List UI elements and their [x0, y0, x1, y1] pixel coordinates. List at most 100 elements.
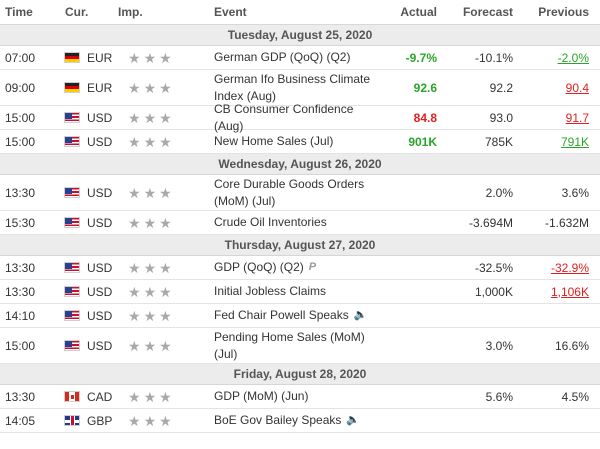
- header-event[interactable]: Event: [214, 4, 247, 19]
- event-currency: USD: [56, 216, 118, 230]
- event-name[interactable]: New Home Sales (Jul): [204, 133, 380, 150]
- event-previous: 4.5%: [561, 389, 589, 404]
- event-time: 13:30: [5, 185, 36, 200]
- event-forecast: 92.2: [489, 80, 513, 95]
- event-name[interactable]: German GDP (QoQ) (Q2): [204, 49, 380, 66]
- header-importance[interactable]: Imp.: [118, 5, 143, 19]
- star-icon: ★: [128, 259, 141, 276]
- star-icon: ★: [143, 109, 157, 126]
- event-title[interactable]: Crude Oil Inventories: [214, 215, 327, 229]
- header-time[interactable]: Time: [5, 5, 33, 19]
- event-previous: 1,106K: [550, 284, 589, 299]
- currency-code: USD: [87, 185, 113, 200]
- table-row[interactable]: 14:05 GBP ★ ★ ★ BoE Gov Bailey Speaks 🔈: [0, 409, 600, 433]
- event-name[interactable]: CB Consumer Confidence (Aug): [204, 101, 380, 135]
- currency-code: USD: [87, 284, 113, 299]
- event-forecast: 1,000K: [474, 284, 513, 299]
- star-icon: ★: [128, 283, 141, 300]
- header-forecast[interactable]: Forecast: [462, 5, 513, 19]
- us-flag-icon: [64, 286, 80, 297]
- importance-stars: ★ ★ ★: [118, 261, 204, 275]
- event-title[interactable]: German Ifo Business Climate Index (Aug): [214, 71, 371, 103]
- table-row[interactable]: 09:00 EUR ★ ★ ★ German Ifo Business Climate I…: [0, 70, 600, 106]
- currency-code: USD: [87, 260, 113, 275]
- event-previous: 16.6%: [554, 338, 589, 353]
- table-row[interactable]: 15:30 USD ★ ★ ★ Crude Oil Inventories -3.694M -…: [0, 211, 600, 235]
- event-currency: CAD: [56, 390, 118, 404]
- event-title[interactable]: GDP (QoQ) (Q2): [214, 259, 304, 274]
- currency-code: GBP: [87, 413, 113, 428]
- star-icon: ★: [143, 259, 157, 276]
- event-forecast: -10.1%: [474, 50, 513, 65]
- event-forecast: 2.0%: [485, 185, 513, 200]
- star-icon: ★: [159, 109, 172, 126]
- table-row[interactable]: 14:10 USD ★ ★ ★ Fed Chair Powell Speaks 🔈: [0, 304, 600, 328]
- event-name[interactable]: Core Durable Goods Orders (MoM) (Jul): [204, 176, 380, 210]
- star-icon: ★: [159, 337, 172, 354]
- currency-code: USD: [87, 110, 113, 125]
- star-icon: ★: [143, 388, 157, 405]
- event-title[interactable]: New Home Sales (Jul): [214, 134, 334, 148]
- event-name[interactable]: BoE Gov Bailey Speaks 🔈: [204, 412, 380, 429]
- event-currency: EUR: [56, 51, 118, 65]
- event-title[interactable]: Core Durable Goods Orders (MoM) (Jul): [214, 176, 365, 208]
- economic-calendar: Time Cur. Imp. Event Actual Forecast Pre…: [0, 0, 600, 433]
- star-icon: ★: [159, 412, 172, 429]
- us-flag-icon: [64, 112, 80, 123]
- table-row[interactable]: 13:30 USD ★ ★ ★ Initial Jobless Claims 1,000K 1…: [0, 280, 600, 304]
- event-name[interactable]: German Ifo Business Climate Index (Aug): [204, 71, 380, 105]
- currency-code: USD: [87, 215, 113, 230]
- table-row[interactable]: 13:30 CAD ★ ★ ★ GDP (MoM) (Jun) 5.6% 4.5%: [0, 385, 600, 409]
- currency-code: USD: [87, 308, 113, 323]
- event-name[interactable]: Crude Oil Inventories: [204, 214, 380, 231]
- star-icon: ★: [128, 184, 141, 201]
- event-previous: -2.0%: [557, 50, 589, 65]
- event-currency: USD: [56, 111, 118, 125]
- star-icon: ★: [159, 79, 172, 96]
- event-name[interactable]: Pending Home Sales (MoM) (Jul): [204, 329, 380, 363]
- event-currency: USD: [56, 309, 118, 323]
- event-time: 15:00: [5, 338, 36, 353]
- event-forecast: 3.0%: [485, 338, 513, 353]
- event-name[interactable]: Fed Chair Powell Speaks 🔈: [204, 307, 380, 324]
- header-actual[interactable]: Actual: [400, 5, 437, 19]
- table-row[interactable]: 15:00 USD ★ ★ ★ CB Consumer Confidence (Aug) 8…: [0, 102, 600, 133]
- event-title[interactable]: CB Consumer Confidence (Aug): [214, 101, 354, 133]
- table-row[interactable]: 07:00 EUR ★ ★ ★ German GDP (QoQ) (Q2) -9.7% -10…: [0, 46, 600, 70]
- event-currency: USD: [56, 285, 118, 299]
- event-time: 14:05: [5, 413, 36, 428]
- header-currency[interactable]: Cur.: [65, 5, 89, 19]
- event-actual: 901K: [408, 134, 437, 149]
- star-icon: ★: [159, 184, 172, 201]
- event-forecast: -3.694M: [468, 215, 513, 230]
- event-forecast: 785K: [484, 134, 513, 149]
- event-title[interactable]: Pending Home Sales (MoM) (Jul): [214, 329, 365, 361]
- event-title[interactable]: GDP (MoM) (Jun): [214, 389, 309, 403]
- table-header: Time Cur. Imp. Event Actual Forecast Pre…: [0, 0, 600, 25]
- table-row[interactable]: 15:00 USD ★ ★ ★ Pending Home Sales (MoM) (Jul…: [0, 328, 600, 364]
- preliminary-icon: P: [308, 261, 317, 274]
- star-icon: ★: [143, 49, 157, 66]
- event-currency: USD: [56, 261, 118, 275]
- event-previous: -32.9%: [550, 260, 589, 275]
- speaker-icon: 🔈: [353, 309, 368, 322]
- header-previous[interactable]: Previous: [538, 5, 589, 19]
- event-name[interactable]: GDP (MoM) (Jun): [204, 388, 380, 405]
- event-name[interactable]: Initial Jobless Claims: [204, 283, 380, 300]
- event-title[interactable]: German GDP (QoQ) (Q2): [214, 50, 351, 64]
- event-time: 13:30: [5, 260, 36, 275]
- event-title[interactable]: Initial Jobless Claims: [214, 284, 327, 298]
- ca-flag-icon: [64, 391, 80, 402]
- day-header: Tuesday, August 25, 2020: [0, 25, 600, 46]
- star-icon: ★: [143, 184, 157, 201]
- star-icon: ★: [128, 133, 141, 150]
- table-row[interactable]: 13:30 USD ★ ★ ★ Core Durable Goods Orders (Mo…: [0, 175, 600, 211]
- event-title[interactable]: Fed Chair Powell Speaks: [214, 307, 349, 322]
- importance-stars: ★ ★ ★: [118, 216, 204, 230]
- currency-code: CAD: [87, 389, 113, 404]
- event-currency: USD: [56, 135, 118, 149]
- table-row[interactable]: 15:00 USD ★ ★ ★ New Home Sales (Jul) 901K 785K 7…: [0, 130, 600, 154]
- table-row[interactable]: 13:30 USD ★ ★ ★ GDP (QoQ) (Q2) P -32.5% -32.9%: [0, 256, 600, 280]
- event-name[interactable]: GDP (QoQ) (Q2) P: [204, 259, 380, 276]
- event-title[interactable]: BoE Gov Bailey Speaks: [214, 412, 342, 427]
